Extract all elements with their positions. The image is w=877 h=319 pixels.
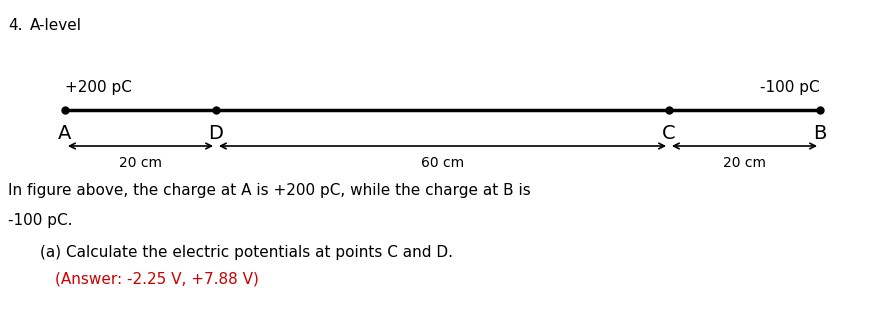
Text: C: C: [661, 124, 675, 143]
Text: B: B: [812, 124, 826, 143]
Text: +200 pC: +200 pC: [65, 80, 132, 95]
Text: (a) Calculate the electric potentials at points C and D.: (a) Calculate the electric potentials at…: [40, 245, 453, 260]
Text: -100 pC: -100 pC: [759, 80, 819, 95]
Text: A-level: A-level: [30, 18, 82, 33]
Text: D: D: [209, 124, 223, 143]
Text: 20 cm: 20 cm: [119, 156, 162, 170]
Text: In figure above, the charge at A is +200 pC, while the charge at B is: In figure above, the charge at A is +200…: [8, 183, 530, 198]
Text: (Answer: -2.25 V, +7.88 V): (Answer: -2.25 V, +7.88 V): [55, 272, 259, 287]
Text: 20 cm: 20 cm: [722, 156, 765, 170]
Text: -100 pC.: -100 pC.: [8, 213, 73, 228]
Text: 4.: 4.: [8, 18, 23, 33]
Text: A: A: [58, 124, 72, 143]
Text: 60 cm: 60 cm: [420, 156, 464, 170]
